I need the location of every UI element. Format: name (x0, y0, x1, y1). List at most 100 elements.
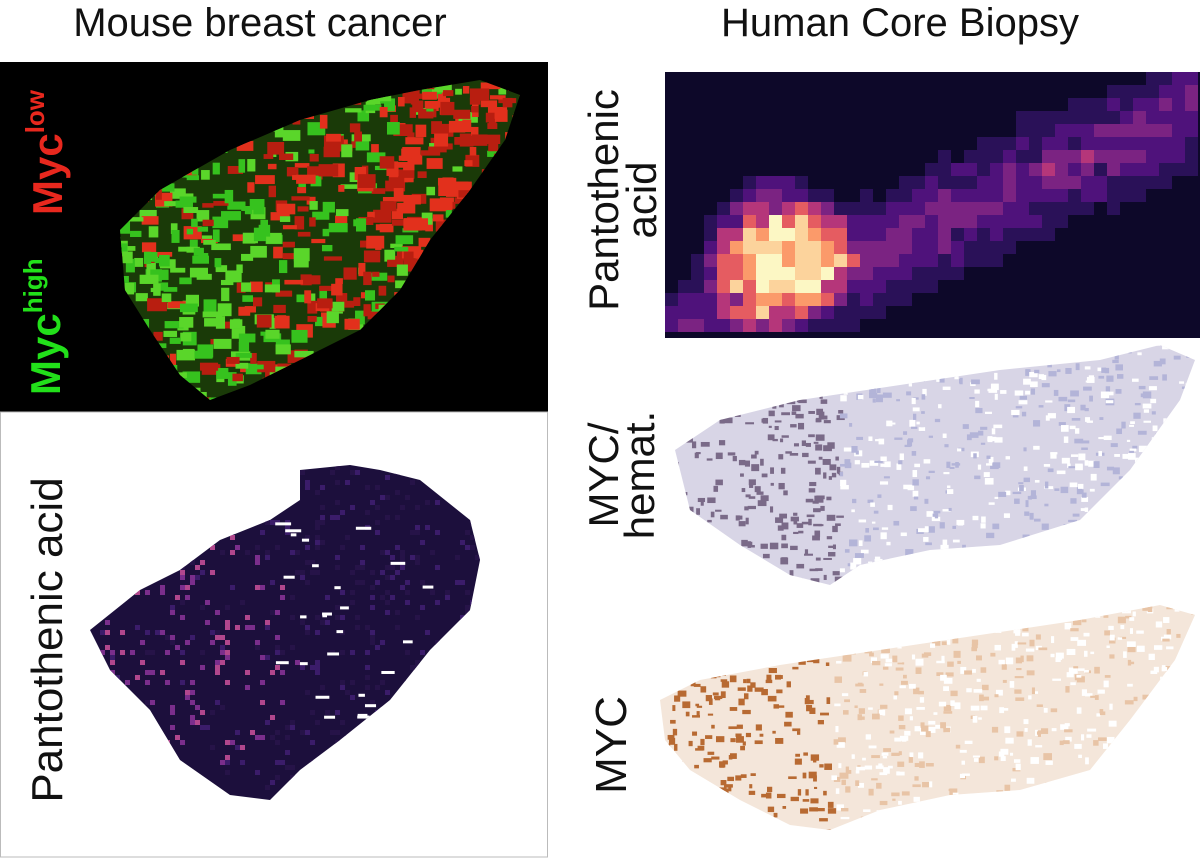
pixel (199, 362, 219, 371)
pixel (145, 590, 150, 595)
pixel (851, 754, 855, 759)
pixel (265, 625, 270, 630)
pixel (808, 176, 821, 189)
pixel (736, 402, 746, 408)
pixel (694, 764, 699, 769)
pixel (322, 614, 328, 618)
pixel (951, 176, 964, 189)
pixel (925, 150, 938, 163)
pixel (835, 725, 839, 733)
pixel (1152, 734, 1157, 741)
pixel (754, 687, 764, 692)
pixel (1060, 486, 1069, 494)
pixel (1048, 538, 1057, 541)
pixel (942, 433, 947, 438)
pixel (951, 189, 964, 202)
pixel (682, 356, 689, 364)
pixel (928, 720, 936, 725)
pixel (1055, 228, 1068, 241)
pixel (124, 217, 144, 222)
pixel (203, 239, 216, 245)
pixel (1119, 490, 1124, 497)
pixel (945, 672, 954, 677)
pixel (340, 615, 345, 620)
pixel (745, 517, 749, 525)
pixel (1045, 760, 1053, 765)
pixel (810, 754, 820, 761)
pixel (902, 605, 911, 608)
pixel (150, 700, 155, 705)
pixel (266, 232, 282, 244)
pixel (1066, 672, 1074, 678)
pixel (984, 804, 988, 810)
pixel (1008, 557, 1013, 565)
pixel (195, 575, 200, 580)
pixel (462, 86, 470, 94)
pixel (1188, 438, 1195, 445)
pixel (1128, 836, 1133, 843)
pixel (688, 740, 693, 747)
pixel (1034, 369, 1040, 374)
pixel (1016, 163, 1029, 176)
pixel (380, 640, 385, 645)
pixel (185, 640, 190, 645)
pixel (951, 241, 964, 254)
pixel (946, 489, 954, 495)
pixel (682, 701, 691, 709)
pixel (756, 293, 769, 306)
pixel (999, 827, 1006, 830)
pixel (954, 372, 959, 380)
ihc-myc-tissue (660, 605, 1195, 843)
pixel (780, 467, 786, 474)
pixel (415, 560, 420, 565)
pixel (903, 836, 908, 839)
pixel (957, 520, 964, 526)
pixel (847, 280, 860, 293)
pixel (880, 366, 887, 373)
pixel (672, 728, 678, 736)
pixel (255, 585, 260, 590)
pixel (754, 486, 761, 493)
pixel (1061, 457, 1070, 464)
pixel (1192, 554, 1195, 558)
pixel (694, 386, 703, 392)
pixel (1191, 750, 1195, 754)
pixel (1070, 628, 1079, 632)
pixel (742, 569, 750, 576)
pixel (402, 93, 419, 104)
pixel (1051, 728, 1057, 732)
pixel (1029, 512, 1034, 520)
pixel (869, 829, 874, 830)
pixel (380, 680, 385, 685)
pixel (975, 655, 982, 661)
pixel (964, 241, 977, 254)
pixel (1163, 634, 1172, 640)
pixel (735, 733, 742, 737)
pixel (983, 472, 990, 478)
pixel (738, 554, 745, 561)
pixel (994, 756, 999, 761)
pixel (668, 737, 676, 745)
pixel (1022, 626, 1029, 632)
pixel (834, 241, 847, 254)
pixel (1081, 98, 1094, 111)
pixel (1084, 607, 1089, 610)
pixel (939, 522, 945, 529)
pixel (201, 170, 210, 180)
pixel (1094, 137, 1107, 150)
pixel (868, 589, 874, 592)
pixel (788, 605, 794, 607)
pixel (849, 614, 854, 619)
pixel (1053, 389, 1059, 396)
pixel (713, 695, 723, 700)
pixel (1096, 713, 1101, 717)
pixel (1105, 386, 1111, 392)
pixel (713, 353, 723, 356)
pixel (1055, 202, 1068, 215)
pixel (285, 750, 290, 755)
pixel (743, 267, 756, 280)
pixel (205, 725, 210, 730)
pixel (826, 345, 835, 349)
pixel (1081, 447, 1088, 450)
pixel (843, 391, 848, 395)
